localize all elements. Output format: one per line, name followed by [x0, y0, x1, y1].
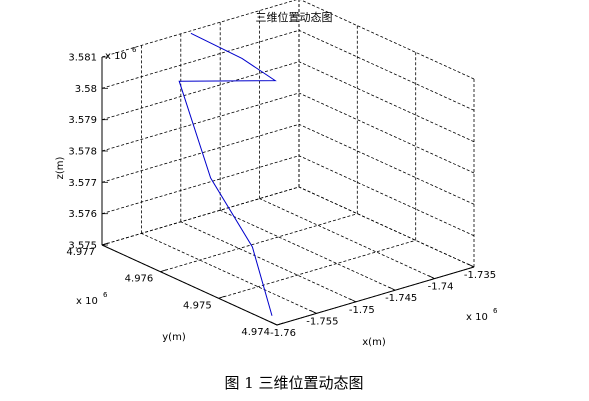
x-tick-mark: [349, 298, 356, 303]
trajectory-line: [178, 32, 277, 316]
y-tick-label: 4.975: [183, 300, 212, 311]
grid-line: [298, 155, 475, 237]
y-axis-line: [101, 244, 278, 326]
z-tick-label: 3.58: [75, 84, 97, 95]
y-tick-label: 4.977: [66, 247, 95, 258]
x-tick-mark: [310, 310, 317, 314]
grid-line: [180, 221, 356, 303]
x-multiplier: x 10 6: [466, 307, 498, 323]
grid-line: [101, 123, 300, 183]
y-tick-label: 4.976: [125, 274, 154, 285]
grid-line: [298, 29, 475, 111]
grid-line: [298, 61, 475, 143]
x-multiplier-exp: 6: [493, 307, 498, 315]
x-tick-mark: [389, 286, 396, 291]
grid-line: [101, 0, 298, 58]
x-tick-label: -1.735: [464, 270, 496, 281]
grid-line: [101, 29, 300, 89]
x-tick-label: -1.76: [270, 328, 296, 339]
chart-title: 三维位置动态图: [256, 10, 333, 24]
x-tick-label: -1.74: [428, 282, 454, 293]
y-tick-mark: [160, 269, 167, 273]
grid-line: [298, 186, 475, 268]
data-series: [178, 32, 277, 316]
grid: [101, 0, 475, 326]
grid-line: [298, 92, 475, 174]
grid-line: [101, 92, 300, 152]
y-tick-mark: [276, 322, 284, 326]
grid-line: [300, 0, 475, 80]
grid-line: [220, 209, 396, 291]
z-tick-label: 3.579: [68, 115, 97, 126]
y-multiplier: x 10 6: [76, 291, 108, 307]
grid-line: [141, 233, 317, 314]
x-tick-mark: [467, 263, 475, 268]
x-axis-line: [276, 266, 475, 326]
grid-line: [160, 213, 358, 273]
grid-line: [218, 239, 416, 299]
z-axis-label: z(m): [55, 157, 66, 180]
x-tick-mark: [270, 321, 278, 326]
x-tick-label: -1.755: [306, 316, 338, 327]
figure-caption: 图 1 三维位置动态图: [224, 374, 363, 392]
z-multiplier: x 10 6: [105, 46, 137, 62]
grid-line: [101, 61, 300, 121]
z-multiplier-exp: 6: [132, 46, 137, 54]
y-tick-mark: [218, 295, 225, 299]
x-tick-label: -1.75: [349, 305, 375, 316]
y-axis-label: y(m): [162, 332, 186, 343]
grid-line: [298, 123, 475, 205]
z-tick-label: 3.581: [68, 53, 97, 64]
y-multiplier-base: x 10: [76, 296, 98, 307]
z-tick-label: 3.576: [68, 209, 97, 220]
z-tick-label: 3.575: [68, 241, 97, 252]
z-multiplier-base: x 10: [105, 51, 127, 62]
y-tick-label: 4.974: [241, 327, 270, 338]
x-tick-mark: [428, 275, 435, 279]
grid-line: [259, 198, 435, 279]
z-tick-label: 3.577: [68, 178, 97, 189]
z-tick-label: 3.578: [68, 147, 97, 158]
tick-labels: -1.76 -1.755 -1.75 -1.745 -1.74 -1.735 4.974 4.…: [66, 53, 496, 340]
grid-line: [101, 155, 300, 215]
y-multiplier-exp: 6: [103, 291, 108, 299]
x-multiplier-base: x 10: [466, 312, 488, 323]
x-axis-label: x(m): [362, 337, 386, 348]
grid-line: [101, 186, 300, 246]
axes-box: [101, 56, 475, 326]
x-tick-label: -1.745: [385, 293, 417, 304]
